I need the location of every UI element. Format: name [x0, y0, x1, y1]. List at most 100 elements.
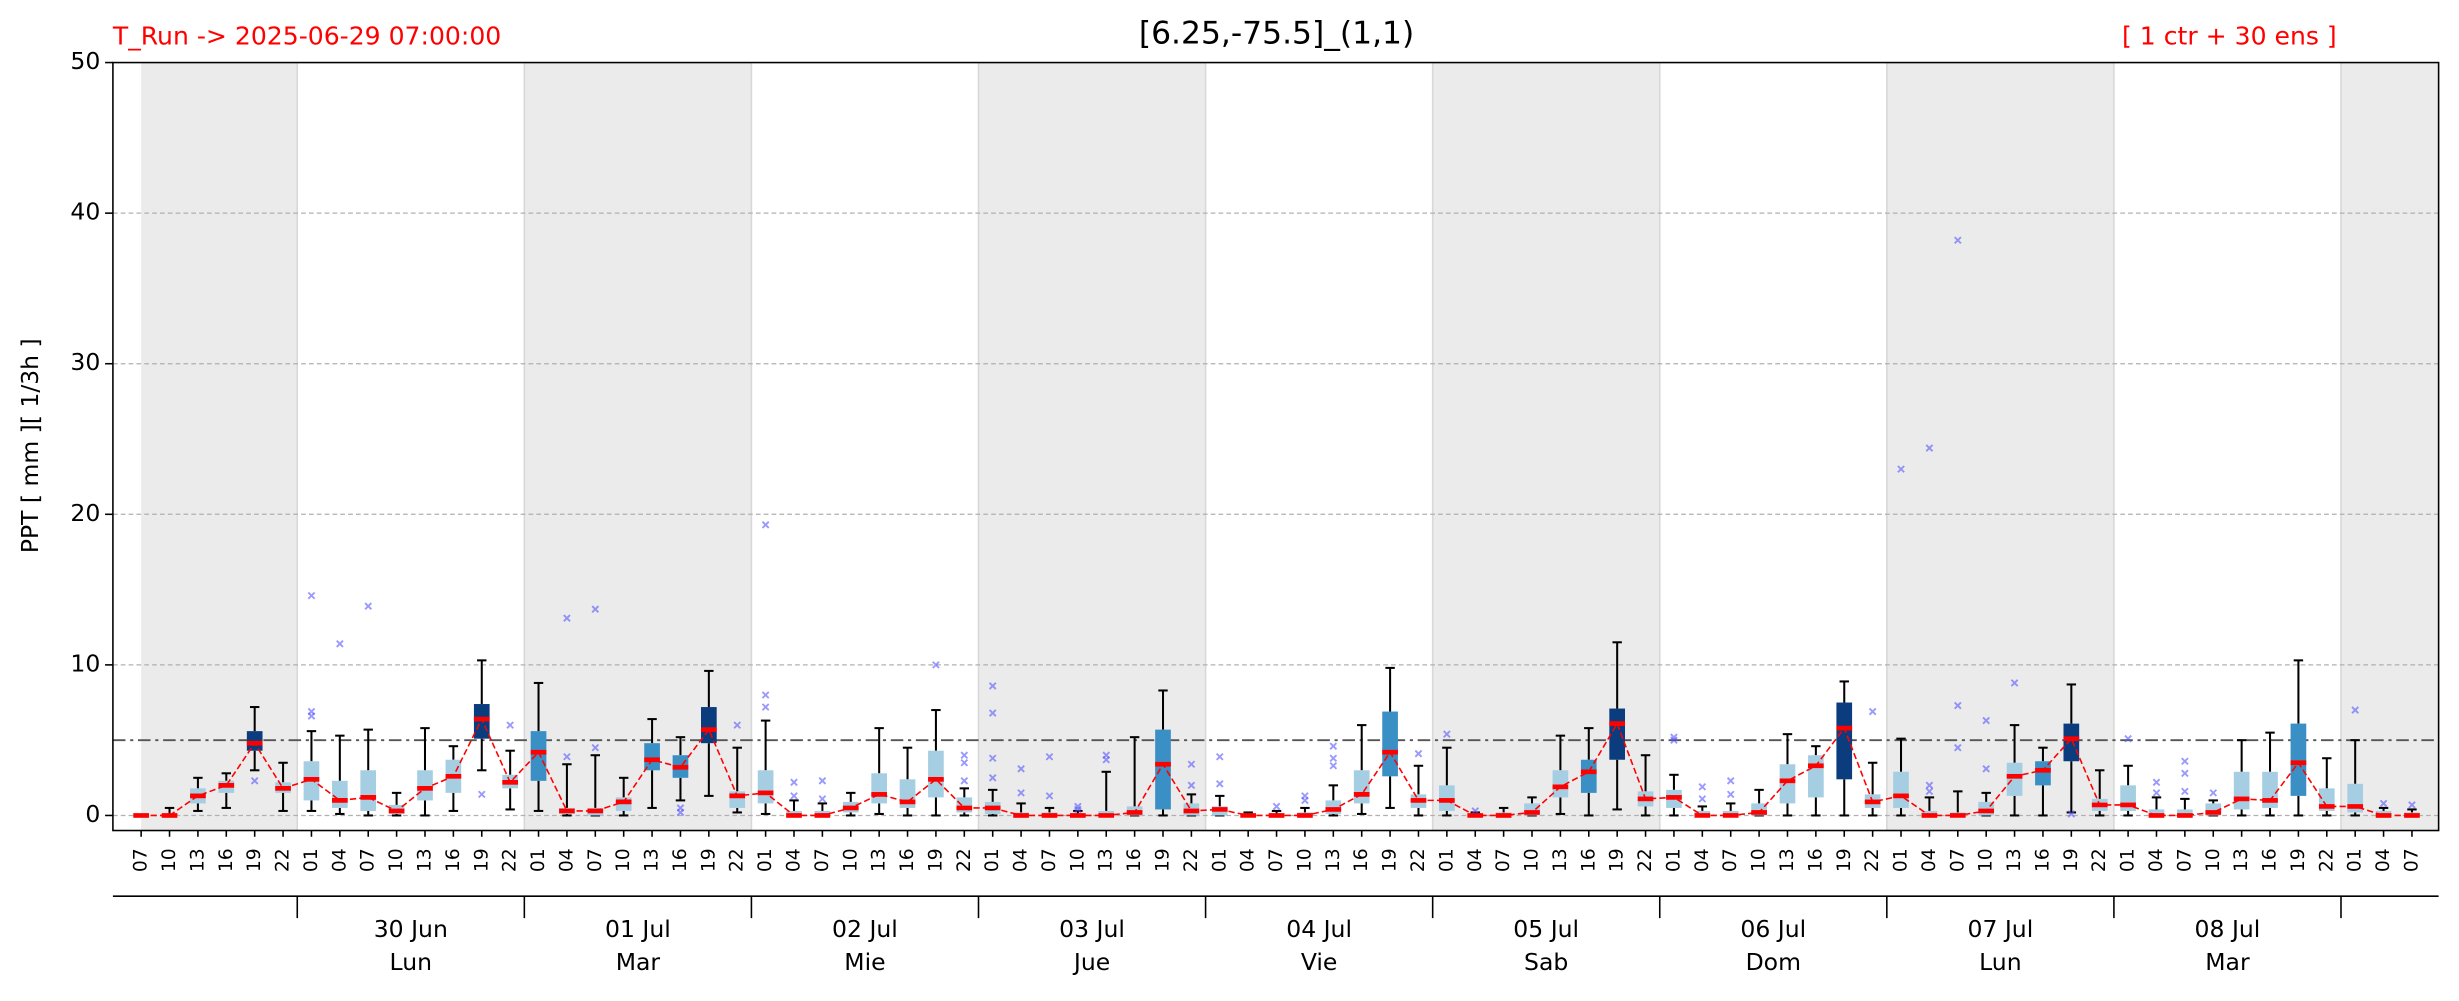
x-tick-label: 22: [1635, 848, 1656, 872]
x-tick-label: 13: [642, 848, 663, 872]
outlier: [1698, 795, 1707, 803]
x-tick-label: 10: [386, 848, 407, 872]
outlier: [2408, 801, 2416, 809]
x-tick-label: 16: [2032, 848, 2053, 872]
outlier: [1953, 236, 1962, 245]
day-date: 08 Jul: [2195, 915, 2261, 943]
outlier: [1215, 752, 1224, 761]
day-date: 05 Jul: [1513, 915, 1579, 943]
x-tick-label: 19: [1607, 848, 1628, 872]
box: [928, 750, 944, 798]
x-tick-label: 01: [301, 848, 322, 872]
chart-title: [6.25,-75.5]_(1,1): [1139, 15, 1414, 51]
outlier: [1443, 730, 1451, 738]
box: [1779, 764, 1796, 804]
x-tick-label: 19: [2061, 848, 2082, 872]
x-tick-label: 22: [1862, 848, 1883, 872]
outlier: [250, 777, 259, 785]
outlier: [2067, 810, 2076, 818]
x-tick-label: 07: [1266, 848, 1287, 872]
day-date: 04 Jul: [1286, 915, 1352, 943]
outlier: [2010, 679, 2019, 687]
box: [417, 770, 433, 801]
outlier: [563, 752, 571, 761]
outlier: [1102, 751, 1111, 760]
x-tick-label: 07: [131, 848, 152, 872]
outlier: [506, 721, 514, 729]
outlier: [1414, 749, 1423, 758]
outlier: [988, 774, 997, 782]
x-tick-label: 10: [1294, 848, 1315, 872]
x-tick-label: 19: [698, 848, 719, 872]
x-tick-label: 04: [1465, 848, 1486, 872]
x-tick-label: 16: [897, 848, 918, 872]
outlier: [960, 758, 969, 767]
day-weekday: Dom: [1746, 948, 1801, 976]
day-weekday: Vie: [1301, 948, 1338, 976]
x-tick-label: 16: [1351, 848, 1372, 872]
x-tick-label: 22: [2089, 848, 2110, 872]
day-date: 30 Jun: [374, 915, 448, 943]
outlier: [1471, 807, 1480, 815]
box: [530, 731, 547, 781]
outlier: [1726, 777, 1735, 785]
x-tick-label: 07: [812, 848, 833, 872]
outlier: [1953, 701, 1962, 710]
x-tick-label: 07: [2174, 848, 2195, 872]
outlier: [1953, 743, 1962, 752]
x-tick-label: 16: [670, 848, 691, 872]
x-tick-label: 13: [1096, 848, 1117, 872]
outlier: [2181, 769, 2189, 778]
day-shade: [2340, 62, 2439, 831]
outlier: [733, 721, 742, 729]
x-tick-label: 04: [1011, 848, 1032, 872]
x-tick-label: 22: [1408, 848, 1429, 872]
day-shade: [524, 62, 752, 831]
x-tick-label: 13: [414, 848, 435, 872]
day-weekday: Sab: [1524, 948, 1568, 976]
day-date: 03 Jul: [1059, 915, 1125, 943]
x-tick-label: 10: [613, 848, 634, 872]
x-tick-label: 16: [443, 848, 464, 872]
outlier: [477, 790, 486, 799]
x-tick-label: 19: [1380, 848, 1401, 872]
x-tick-label: 01: [528, 848, 549, 872]
outlier: [1187, 760, 1196, 769]
x-tick-label: 01: [982, 848, 1003, 872]
day-weekday: Mie: [844, 948, 885, 976]
x-tick-label: 16: [1124, 848, 1145, 872]
outlier: [2209, 789, 2218, 797]
x-tick-label: 13: [2004, 848, 2025, 872]
outlier: [1698, 783, 1707, 791]
x-tick-label: 13: [187, 848, 208, 872]
outlier: [1982, 764, 1990, 773]
outlier: [2351, 706, 2359, 714]
x-tick-label: 07: [585, 848, 606, 872]
outlier: [818, 795, 827, 803]
outlier: [932, 661, 940, 669]
x-tick-label: 19: [471, 848, 492, 872]
y-tick-label: 40: [70, 198, 100, 226]
x-tick-label: 07: [2401, 848, 2422, 872]
x-tick-label: 19: [1834, 848, 1855, 872]
day-shade: [141, 62, 298, 831]
x-tick-label: 13: [1777, 848, 1798, 872]
x-tick-label: 04: [2373, 848, 2394, 872]
outlier: [307, 707, 316, 716]
outlier: [818, 777, 827, 785]
x-tick-label: 13: [2231, 848, 2252, 872]
box: [1580, 759, 1597, 793]
day-weekday: Mar: [616, 948, 661, 976]
x-tick-label: 01: [2118, 848, 2139, 872]
x-tick-label: 04: [1238, 848, 1259, 872]
day-shade: [1432, 62, 1660, 831]
outlier: [1329, 754, 1338, 763]
x-tick-label: 01: [1436, 848, 1457, 872]
background-layer: [112, 62, 2439, 831]
outlier: [364, 602, 373, 610]
x-tick-label: 22: [273, 848, 294, 872]
outlier: [790, 792, 798, 800]
outlier: [1726, 790, 1735, 799]
outlier: [1301, 792, 1309, 800]
